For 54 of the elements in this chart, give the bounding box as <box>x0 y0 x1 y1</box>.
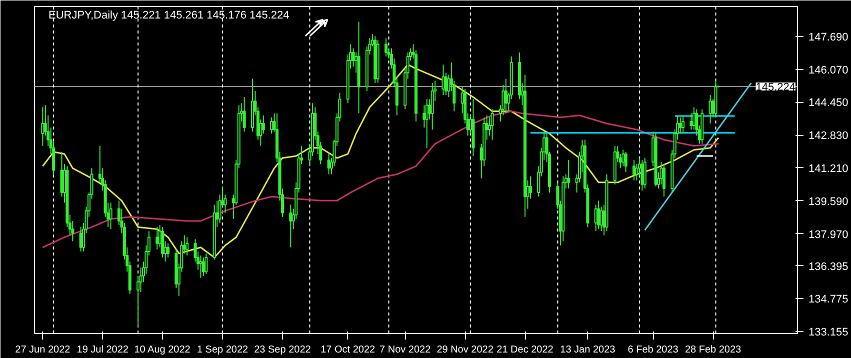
candlestick <box>490 108 494 140</box>
x-tick-label: 28 Feb 2023 <box>684 344 742 356</box>
candlestick <box>422 104 426 128</box>
x-tick-label: 23 Sep 2022 <box>254 344 312 356</box>
x-tick-label: 7 Nov 2022 <box>380 344 432 356</box>
candlestick <box>425 98 428 148</box>
y-tick-label: 133.155 <box>808 326 848 339</box>
candlestick <box>442 64 445 96</box>
y-tick-label: 137.970 <box>808 228 848 241</box>
x-tick-label: 17 Oct 2022 <box>320 344 376 356</box>
y-tick-label: 136.395 <box>808 260 848 273</box>
x-tick-label: 13 Jan 2023 <box>560 344 616 356</box>
candlestick <box>430 82 434 130</box>
y-tick-label: 146.070 <box>808 64 848 76</box>
candlestick <box>662 164 666 198</box>
candlestick <box>242 96 246 132</box>
candlestick <box>567 160 570 189</box>
y-tick-label: 147.690 <box>808 31 848 44</box>
x-tick-label: 21 Dec 2022 <box>496 344 554 356</box>
x-tick-label: 27 Jun 2022 <box>15 344 71 356</box>
y-tick-label: 144.450 <box>808 97 848 110</box>
candlestick <box>640 160 644 192</box>
candlestick <box>262 114 265 134</box>
ref-line-label: 145.224 <box>756 81 796 94</box>
candlestick <box>186 236 189 256</box>
candlestick <box>682 114 685 134</box>
candlestick <box>161 226 164 258</box>
candlestick <box>270 116 274 134</box>
candlestick <box>166 242 170 258</box>
y-tick-label: 142.830 <box>808 130 848 142</box>
candlestick <box>199 255 202 278</box>
candlestick <box>109 202 112 230</box>
line-series <box>42 110 720 248</box>
x-tick-label: 1 Sep 2022 <box>196 344 249 356</box>
chart-title: EURJPY,Daily 145.221 145.261 145.176 145.224 <box>48 10 290 22</box>
y-tick-label: 141.210 <box>808 162 848 175</box>
candlestick <box>289 204 292 248</box>
x-tick-label: 29 Nov 2022 <box>436 344 494 356</box>
candlestick <box>690 112 693 130</box>
candlestick <box>384 38 388 57</box>
candlestick <box>622 149 625 167</box>
candlestick <box>643 158 646 189</box>
candlestick <box>528 176 532 200</box>
y-tick-label: 139.590 <box>808 196 848 208</box>
candlestick <box>204 252 208 274</box>
candlestick <box>597 200 600 230</box>
x-tick-label: 10 Aug 2022 <box>134 344 191 356</box>
candlestick <box>624 151 628 173</box>
candlestick <box>41 106 44 146</box>
y-tick-label: 134.775 <box>808 294 848 306</box>
x-tick-label: 19 Jul 2022 <box>76 344 129 356</box>
candlestick <box>632 160 636 181</box>
candlestick <box>156 226 159 250</box>
x-tick-label: 6 Feb 2023 <box>628 344 679 356</box>
